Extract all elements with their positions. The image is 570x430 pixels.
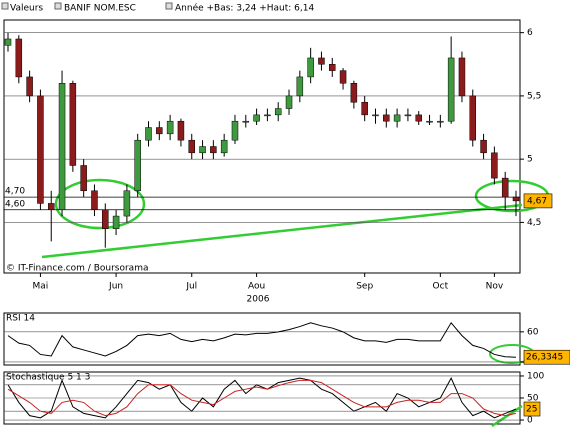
candle-body <box>242 120 250 123</box>
candle-body <box>415 114 422 122</box>
candle-body <box>210 146 217 154</box>
candle-body <box>285 95 293 109</box>
candle-body <box>188 139 195 154</box>
y-tick-label: 50 <box>527 394 539 404</box>
panel-title: RSI 14 <box>6 314 35 324</box>
candle-body <box>91 190 98 210</box>
year-label: 2006 <box>247 295 270 305</box>
header-range: Année +Bas: 3,24 +Haut: 6,14 <box>175 3 314 14</box>
candle-body <box>37 95 44 204</box>
candle-body <box>253 114 260 122</box>
x-tick-label: Jun <box>108 282 123 292</box>
candle-body <box>220 139 228 154</box>
candle-body <box>339 70 347 84</box>
credit: © IT-Finance.com / Boursorama <box>6 264 148 274</box>
candle-body <box>491 152 498 179</box>
header-field: Valeurs <box>10 4 43 14</box>
candle-body <box>58 83 66 210</box>
price-frame <box>3 19 521 274</box>
y-tick-label: 4,5 <box>527 218 541 228</box>
candle-body <box>80 165 87 192</box>
price-line-label: 4,60 <box>5 199 25 209</box>
price-line-label: 4,70 <box>5 187 25 197</box>
candle-body <box>329 64 336 71</box>
candle-body <box>274 108 282 116</box>
last-price-label: 4,67 <box>527 196 547 206</box>
x-tick-label: Nov <box>486 282 504 292</box>
checkbox[interactable] <box>165 2 173 10</box>
trend-arrow <box>491 404 523 428</box>
last-value-label: 25 <box>526 405 537 415</box>
last-value-label: 26,3345 <box>526 353 563 363</box>
checkbox[interactable] <box>54 2 62 10</box>
candle-body <box>307 57 314 78</box>
candle-body <box>426 120 433 123</box>
indicator-line <box>7 379 517 417</box>
candle-body <box>383 114 390 122</box>
x-tick-label: Jul <box>185 282 197 292</box>
candle-body <box>512 196 520 202</box>
candle-body <box>469 95 477 141</box>
candle-body <box>166 120 174 135</box>
candle-body <box>393 114 401 122</box>
y-tick-label: 100 <box>527 371 544 381</box>
candle-body <box>102 209 109 229</box>
candle-body <box>177 120 185 141</box>
panel-title: Stochastique 5 1 3 <box>6 373 90 383</box>
rsi-frame <box>3 312 521 366</box>
y-tick-label: 0 <box>527 416 533 426</box>
candle-body <box>447 57 455 122</box>
x-tick-label: Sep <box>356 282 373 292</box>
last-price-box <box>523 193 553 209</box>
x-tick-label: Mai <box>33 282 49 292</box>
candle-body <box>15 38 23 78</box>
candle-body <box>350 83 358 103</box>
last-value-box <box>523 401 541 417</box>
candle-body <box>134 139 141 192</box>
trend-line <box>41 203 523 259</box>
indicator-line <box>7 377 517 419</box>
candle-body <box>458 57 466 97</box>
header-name: BANIF NOM.ESC <box>64 4 136 14</box>
candle-body <box>296 76 304 97</box>
candle-body <box>145 127 152 141</box>
candle-body <box>264 114 271 117</box>
candle-body <box>404 114 412 117</box>
candle-body <box>69 83 77 166</box>
checkbox[interactable] <box>1 2 9 10</box>
candle-body <box>26 76 33 97</box>
y-tick-label: 60 <box>527 327 539 337</box>
candle-body <box>156 127 163 135</box>
indicator-line <box>7 321 517 358</box>
candle-body <box>480 139 487 154</box>
candle-body <box>372 114 379 117</box>
y-tick-label: 5,5 <box>527 91 541 101</box>
candle-body <box>123 190 131 217</box>
candle-body <box>437 120 444 123</box>
candle-body <box>199 146 206 154</box>
candle-body <box>47 203 55 211</box>
candle-body <box>112 215 120 229</box>
candle-body <box>318 57 325 65</box>
x-tick-label: Aou <box>248 282 265 292</box>
y-tick-label: 6 <box>527 28 533 38</box>
last-value-box <box>523 349 570 365</box>
x-tick-label: Oct <box>433 282 449 292</box>
candle-body <box>231 120 239 141</box>
candle-body <box>501 177 509 198</box>
y-tick-label: 5 <box>527 155 533 165</box>
candle-body <box>361 101 368 116</box>
highlight-ellipse <box>54 178 146 230</box>
candle-body <box>4 38 12 46</box>
